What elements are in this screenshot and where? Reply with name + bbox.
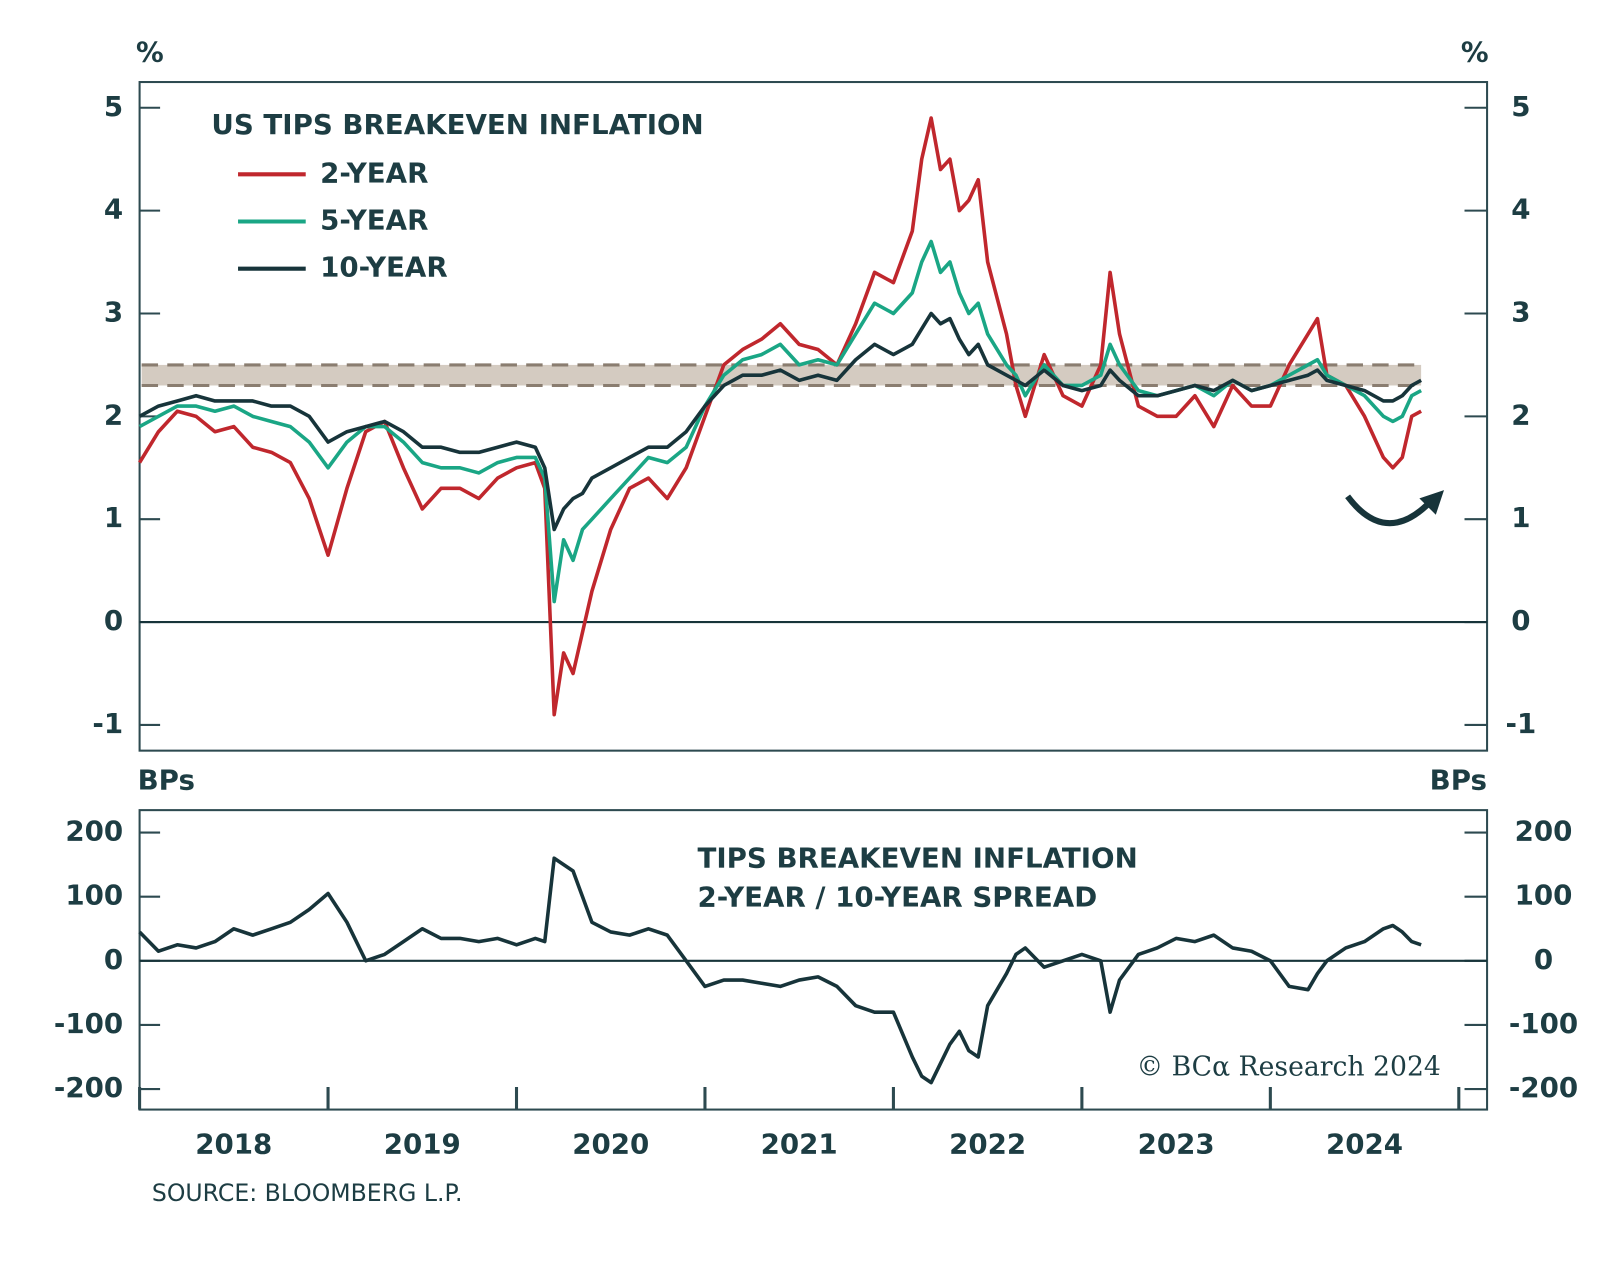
- y-tick-label: 5: [104, 90, 123, 123]
- arrow: [1345, 494, 1430, 527]
- x-tick-label: 2022: [949, 1127, 1026, 1160]
- y-tick-label-right: -1: [1506, 707, 1537, 740]
- y-tick-label: -100: [54, 1007, 123, 1040]
- y-tick-label-right: 0: [1534, 943, 1553, 976]
- x-tick-label: 2021: [761, 1127, 838, 1160]
- arrow-head: [1419, 490, 1444, 515]
- x-tick-label: 2019: [384, 1127, 461, 1160]
- y-tick-label: -200: [54, 1071, 123, 1104]
- x-tick-label: 2018: [195, 1127, 272, 1160]
- y-tick-label-right: 5: [1511, 90, 1530, 123]
- x-tick-label: 2020: [572, 1127, 649, 1160]
- y-unit: %: [136, 35, 164, 68]
- y-tick-label: 1: [104, 501, 123, 534]
- y-tick-label: 0: [104, 604, 123, 637]
- y-tick-label: 100: [65, 879, 123, 912]
- spread-line: [138, 856, 1422, 1085]
- y-tick-label: 3: [104, 295, 123, 328]
- series-line: [138, 311, 1422, 532]
- panel-subtitle: 2-YEAR / 10-YEAR SPREAD: [697, 880, 1097, 913]
- y-unit: BPs: [138, 763, 195, 796]
- y-tick-label-right: -200: [1509, 1071, 1578, 1104]
- source-note: SOURCE: BLOOMBERG L.P.: [152, 1179, 463, 1207]
- y-tick-label-right: -100: [1509, 1007, 1578, 1040]
- panel-title: US TIPS BREAKEVEN INFLATION: [211, 108, 703, 141]
- x-tick-label: 2023: [1138, 1127, 1215, 1160]
- y-tick-label-right: 200: [1515, 815, 1573, 848]
- panel-title: TIPS BREAKEVEN INFLATION: [697, 841, 1137, 874]
- y-tick-label: 4: [104, 193, 123, 226]
- y-tick-label-right: 0: [1511, 604, 1530, 637]
- y-tick-label: 0: [104, 943, 123, 976]
- y-unit-right: %: [1461, 35, 1489, 68]
- y-tick-label-right: 1: [1511, 501, 1530, 534]
- legend-label: 2-YEAR: [320, 156, 428, 189]
- y-tick-label-right: 3: [1511, 295, 1530, 328]
- y-tick-label: 2: [104, 398, 123, 431]
- legend-label: 10-YEAR: [320, 251, 448, 284]
- y-unit-right: BPs: [1430, 763, 1487, 796]
- x-tick-label: 2024: [1326, 1127, 1403, 1160]
- y-tick-label-right: 100: [1515, 879, 1573, 912]
- copyright: © BCα Research 2024: [1136, 1052, 1440, 1083]
- legend-label: 5-YEAR: [320, 204, 428, 237]
- y-tick-label-right: 2: [1511, 398, 1530, 431]
- y-tick-label-right: 4: [1511, 193, 1530, 226]
- y-tick-label: 200: [65, 815, 123, 848]
- y-tick-label: -1: [92, 707, 123, 740]
